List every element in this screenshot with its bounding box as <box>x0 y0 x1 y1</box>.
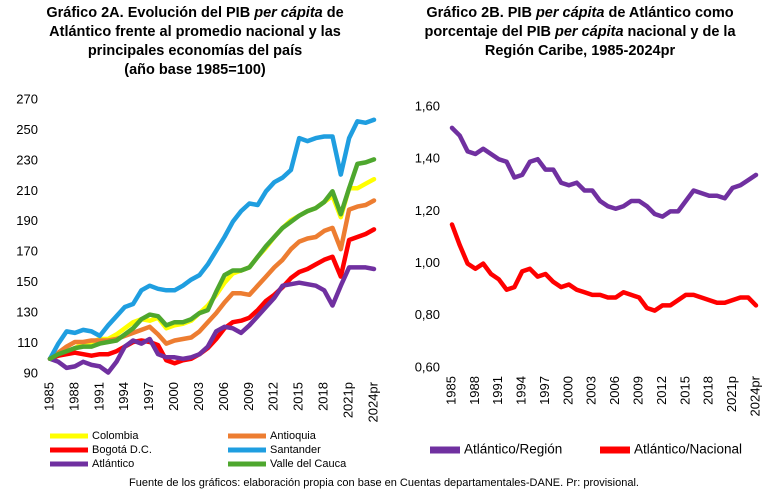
y-tick-label: 150 <box>16 274 38 289</box>
series-line <box>47 157 377 362</box>
title-part: nacional y de la Región Caribe, 1985-202… <box>484 24 736 59</box>
x-tick-label: 2012 <box>654 376 669 405</box>
x-tick-label: 2000 <box>560 376 575 405</box>
x-tick-label: 2024pr <box>365 381 380 422</box>
y-tick-label: 270 <box>16 91 38 106</box>
x-tick-label: 1997 <box>141 382 156 411</box>
title-part: per cápita <box>254 5 323 21</box>
series-line <box>47 117 377 362</box>
y-tick-label: 1,40 <box>415 151 440 166</box>
x-tick-label: 2015 <box>677 376 692 405</box>
x-tick-label: 2009 <box>631 376 646 405</box>
y-tick-label: 110 <box>17 335 38 350</box>
title-part: de Atlántico frente al promedio nacional… <box>49 5 344 59</box>
x-tick-label: 1994 <box>116 382 131 411</box>
y-tick-label: 190 <box>16 213 38 228</box>
legend-label: Atlántico/Región <box>464 442 562 457</box>
y-tick-label: 90 <box>24 365 38 380</box>
y-tick-label: 0,80 <box>415 307 440 322</box>
legend-label: Santander <box>270 444 321 456</box>
x-tick-label: 2015 <box>291 382 306 411</box>
x-tick-label: 2018 <box>316 382 331 411</box>
x-tick-label: 1997 <box>537 376 552 405</box>
legend-label: Bogotá D.C. <box>92 444 152 456</box>
x-tick-label: 1985 <box>41 382 56 411</box>
x-tick-label: 1991 <box>91 382 106 411</box>
x-tick-label: 1991 <box>490 376 505 405</box>
legend-label: Atlántico/Nacional <box>634 442 742 457</box>
y-tick-label: 130 <box>16 305 38 320</box>
chart-title: Gráfico 2B. PIB per cápita de Atlántico … <box>400 4 760 61</box>
x-tick-label: 2003 <box>191 382 206 411</box>
series-line <box>449 125 759 219</box>
x-tick-label: 1985 <box>443 376 458 405</box>
x-tick-label: 2009 <box>241 382 256 411</box>
y-tick-label: 250 <box>16 122 38 137</box>
title-part: Gráfico 2A. Evolución del PIB <box>46 5 255 21</box>
footer: Fuente de los gráficos: elaboración prop… <box>129 477 639 489</box>
y-tick-label: 230 <box>16 152 38 167</box>
y-tick-label: 1,20 <box>415 203 440 218</box>
y-tick-label: 210 <box>16 183 38 198</box>
x-tick-label: 2006 <box>607 376 622 405</box>
title-part: Gráfico 2B. PIB <box>426 5 536 21</box>
series-line <box>449 222 759 313</box>
title-part: de Atlántico como porcentaje del PIB <box>424 5 734 40</box>
x-tick-label: 1988 <box>66 382 81 411</box>
title-part: per cápita <box>535 5 605 21</box>
y-tick-label: 1,00 <box>415 255 440 270</box>
title-part: per cápita <box>555 24 624 40</box>
legend-label: Atlántico <box>92 458 134 470</box>
x-tick-label: 2021p <box>341 382 356 418</box>
legend-label: Valle del Cauca <box>270 458 347 470</box>
series-line <box>47 265 377 375</box>
chart-subtitle: (año base 1985=100) <box>124 62 266 78</box>
x-tick-label: 2000 <box>166 382 181 411</box>
chart-title: Gráfico 2A. Evolución del PIB per cápita… <box>20 4 370 80</box>
x-tick-label: 2021p <box>724 376 739 412</box>
x-tick-label: 2024pr <box>747 375 762 416</box>
x-tick-label: 2018 <box>701 376 716 405</box>
x-tick-label: 2003 <box>584 376 599 405</box>
x-tick-label: 2012 <box>266 382 281 411</box>
series-line <box>47 176 377 362</box>
x-tick-label: 1988 <box>467 376 482 405</box>
y-tick-label: 170 <box>16 244 38 259</box>
x-tick-label: 1994 <box>514 376 529 405</box>
y-tick-label: 1,60 <box>415 98 440 113</box>
legend-label: Antioquia <box>270 430 317 442</box>
series-line <box>47 198 377 362</box>
x-tick-label: 2006 <box>216 382 231 411</box>
legend-label: Colombia <box>92 430 139 442</box>
y-tick-label: 0,60 <box>415 359 440 374</box>
